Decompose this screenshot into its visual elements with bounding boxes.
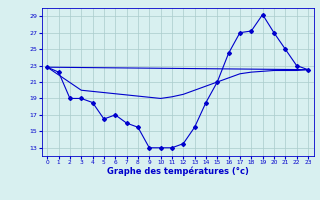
X-axis label: Graphe des températures (°c): Graphe des températures (°c): [107, 167, 249, 176]
